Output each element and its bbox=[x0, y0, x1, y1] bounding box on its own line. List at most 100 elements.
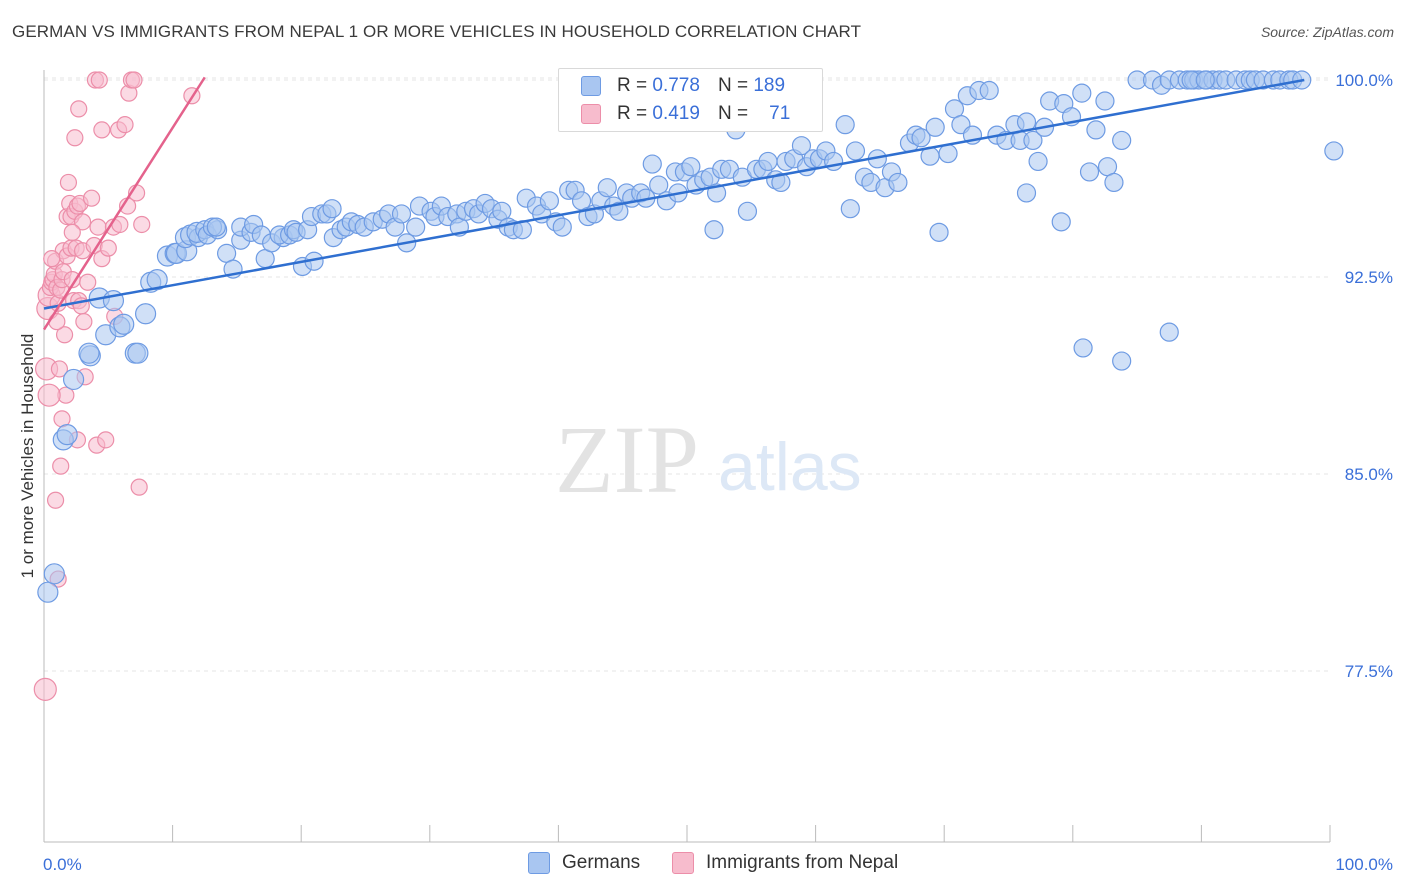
watermark: ZIP atlas bbox=[555, 406, 862, 513]
nepal-point-41 bbox=[82, 189, 101, 207]
watermark-atlas: atlas bbox=[718, 429, 862, 505]
trend-lines bbox=[42, 76, 1305, 331]
nepal-point-13 bbox=[50, 360, 69, 378]
nepal-point-23 bbox=[59, 173, 78, 192]
germans-point-173 bbox=[1112, 351, 1132, 371]
germans-point-61 bbox=[391, 204, 412, 224]
x-tick-label-0: 0.0% bbox=[43, 855, 82, 874]
germans-point-138 bbox=[888, 172, 908, 193]
germans-point-3 bbox=[56, 424, 78, 446]
nepal-point-34 bbox=[70, 100, 88, 118]
germans-point-141 bbox=[911, 128, 931, 148]
germans-point-116 bbox=[737, 201, 758, 221]
germans-point-131 bbox=[840, 199, 860, 219]
y-tick-labels: 77.5% 85.0% 92.5% 100.0% bbox=[1335, 71, 1393, 681]
germans-point-145 bbox=[938, 143, 958, 164]
germans-point-124 bbox=[791, 136, 812, 156]
nepal-point-9 bbox=[46, 491, 65, 509]
germans-point-11 bbox=[127, 342, 149, 364]
germans-point-93 bbox=[597, 178, 617, 198]
germans-point-106 bbox=[681, 157, 701, 177]
legend-item-germans: Germans bbox=[528, 852, 640, 874]
germans-point-50 bbox=[322, 199, 342, 219]
legend-swatch-germans bbox=[581, 76, 601, 96]
germans-point-158 bbox=[1016, 183, 1037, 203]
nepal-point-53 bbox=[90, 71, 108, 89]
legend-label-germans: Germans bbox=[562, 852, 641, 873]
series-legend: Germans Immigrants from Nepal bbox=[0, 852, 1406, 878]
nepal-point-54 bbox=[116, 116, 134, 134]
germans-point-110 bbox=[704, 220, 724, 240]
legend-n-label: N = bbox=[717, 103, 749, 124]
series-nepal-points bbox=[33, 71, 201, 701]
x-tick-label-1: 100.0% bbox=[1335, 855, 1393, 874]
germans-point-0 bbox=[37, 581, 59, 603]
legend-label-nepal: Immigrants from Nepal bbox=[706, 852, 899, 873]
germans-point-171 bbox=[1104, 172, 1124, 193]
germans-point-130 bbox=[835, 115, 855, 135]
germans-point-159 bbox=[1028, 151, 1048, 172]
trend-line-germans bbox=[43, 78, 1305, 310]
nepal-point-46 bbox=[93, 121, 111, 139]
germans-point-168 bbox=[1086, 120, 1106, 140]
nepal-point-67 bbox=[79, 273, 97, 291]
nepal-point-69 bbox=[43, 250, 61, 268]
germans-point-63 bbox=[406, 217, 426, 237]
nepal-point-19 bbox=[55, 326, 74, 344]
germans-point-1 bbox=[43, 563, 65, 585]
nepal-point-62 bbox=[130, 478, 148, 496]
legend-swatch-nepal bbox=[672, 852, 694, 874]
legend-swatch-germans bbox=[528, 852, 550, 874]
germans-point-9 bbox=[113, 313, 135, 335]
y-tick-label-2: 92.5% bbox=[1345, 268, 1393, 287]
nepal-point-39 bbox=[75, 313, 93, 331]
chart-title: GERMAN VS IMMIGRANTS FROM NEPAL 1 OR MOR… bbox=[12, 22, 862, 41]
germans-point-101 bbox=[649, 175, 669, 195]
germans-point-151 bbox=[979, 80, 999, 101]
series-germans-points bbox=[37, 70, 1344, 603]
germans-point-165 bbox=[1072, 83, 1092, 103]
germans-point-95 bbox=[609, 201, 629, 221]
nepal-point-14 bbox=[52, 457, 70, 475]
germans-point-163 bbox=[1051, 212, 1071, 232]
germans-point-12 bbox=[134, 303, 157, 325]
germans-point-166 bbox=[1073, 338, 1093, 358]
nepal-point-48 bbox=[99, 239, 117, 257]
nepal-point-37 bbox=[73, 213, 92, 231]
germans-point-157 bbox=[1023, 130, 1043, 151]
legend-r-value-germans: 0.778 bbox=[652, 75, 700, 96]
nepal-point-64 bbox=[37, 383, 61, 407]
legend-row-germans: R = 0.778 N = 189 bbox=[581, 73, 785, 99]
legend-r-label: R = bbox=[617, 75, 648, 96]
germans-point-172 bbox=[1112, 130, 1132, 151]
legend-r-value-nepal: 0.419 bbox=[652, 103, 700, 124]
germans-point-132 bbox=[845, 141, 866, 161]
x-ticks bbox=[43, 825, 1331, 842]
germans-point-84 bbox=[539, 191, 559, 211]
y-tick-label-1: 85.0% bbox=[1345, 465, 1393, 484]
nepal-point-44 bbox=[89, 218, 107, 236]
germans-point-4 bbox=[62, 368, 85, 391]
nepal-point-70 bbox=[63, 223, 81, 241]
legend-n-value-germans: 189 bbox=[753, 75, 786, 96]
germans-point-16 bbox=[146, 269, 168, 291]
stats-legend: R = 0.778 N = 189 R = 0.419 N = 71 bbox=[558, 68, 823, 132]
x-tick-labels: 0.0% 100.0% bbox=[43, 855, 1393, 874]
legend-swatch-nepal bbox=[581, 104, 601, 124]
germans-point-29 bbox=[206, 217, 226, 237]
nepal-point-47 bbox=[97, 431, 115, 449]
germans-point-199 bbox=[1195, 70, 1215, 90]
germans-point-121 bbox=[771, 172, 791, 193]
germans-point-86 bbox=[552, 217, 572, 237]
source-label: Source: ZipAtlas.com bbox=[1260, 24, 1394, 40]
germans-point-169 bbox=[1095, 91, 1115, 111]
nepal-point-57 bbox=[125, 71, 143, 89]
germans-point-6 bbox=[78, 342, 100, 364]
germans-point-178 bbox=[1159, 322, 1179, 342]
trend-line-nepal bbox=[42, 76, 206, 331]
legend-row-nepal: R = 0.419 N = 71 bbox=[581, 101, 790, 127]
germans-point-197 bbox=[1324, 141, 1344, 161]
watermark-zip: ZIP bbox=[555, 406, 699, 513]
germans-point-143 bbox=[925, 117, 945, 137]
